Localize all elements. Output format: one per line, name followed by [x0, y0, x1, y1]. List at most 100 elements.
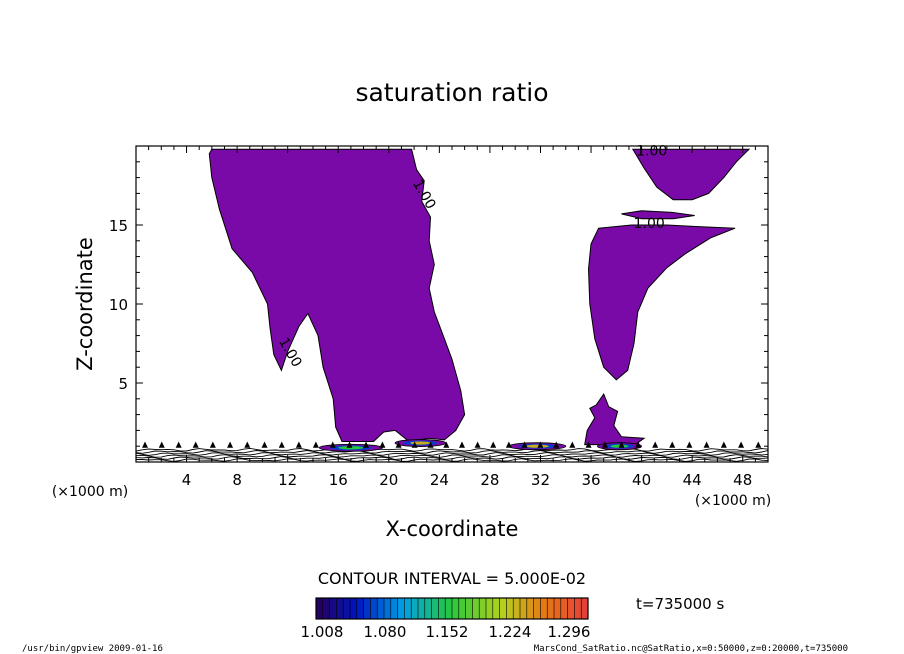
- surface-speck: [738, 441, 745, 448]
- surface-speck: [720, 441, 727, 448]
- surface-speck: [227, 441, 234, 448]
- region-main-plume: [208, 148, 466, 443]
- colorbar-swatch: [350, 598, 358, 619]
- colorbar-swatch: [438, 598, 446, 619]
- colorbar-swatch: [465, 598, 473, 619]
- colorbar-swatch: [567, 598, 575, 619]
- x-tick-label: 12: [278, 471, 297, 489]
- colorbar-swatch: [479, 598, 487, 619]
- x-axis-label: X-coordinate: [386, 517, 519, 541]
- colorbar-swatch: [520, 598, 528, 619]
- chart-title: saturation ratio: [355, 78, 548, 107]
- colorbar-swatch: [316, 598, 324, 619]
- colorbar-swatch: [492, 598, 500, 619]
- surface-speck: [618, 441, 625, 448]
- colorbar-swatch: [452, 598, 460, 619]
- contour-label: 1.00: [636, 143, 667, 159]
- surface-speck: [553, 441, 560, 448]
- region-thin-band: [621, 210, 695, 220]
- colorbar-tick-label: 1.008: [301, 623, 344, 641]
- surface-patch-peak: [410, 441, 431, 445]
- time-label: t=735000 s: [636, 595, 724, 613]
- x-tick-label: 40: [632, 471, 651, 489]
- surface-speck: [585, 441, 592, 448]
- x-tick-label: 24: [430, 471, 449, 489]
- x-tick-label: 44: [683, 471, 702, 489]
- surface-contour-line: [135, 452, 769, 456]
- surface-contour-line: [135, 454, 769, 458]
- surface-speck: [142, 441, 149, 448]
- colorbar-swatch: [547, 598, 555, 619]
- surface-speck: [209, 441, 216, 448]
- x-unit-label-left: (×1000 m): [52, 484, 128, 500]
- surface-speck: [505, 441, 512, 448]
- colorbar-swatch: [581, 598, 589, 619]
- surface-speck: [755, 441, 762, 448]
- surface-speck: [329, 441, 336, 448]
- surface-speck: [652, 441, 659, 448]
- surface-contour-line: [135, 447, 769, 452]
- surface-speck: [175, 441, 182, 448]
- colorbar-swatch: [404, 598, 412, 619]
- surface-speck: [443, 441, 450, 448]
- colorbar-tick-label: 1.296: [548, 623, 591, 641]
- surface-patch-peak: [525, 444, 549, 448]
- surface-speck: [363, 441, 370, 448]
- colorbar-swatch: [560, 598, 568, 619]
- surface-speck: [379, 441, 386, 448]
- surface-contour-line: [135, 450, 769, 454]
- region-top-right-bowl: [631, 148, 751, 201]
- colorbar-swatch: [513, 598, 521, 619]
- x-tick-label: 32: [531, 471, 550, 489]
- surface-speck: [686, 441, 693, 448]
- colorbar: 1.008 1.080 1.152 1.224 1.296: [301, 597, 591, 641]
- colorbar-swatch: [390, 598, 398, 619]
- plot-area: 1.001.001.001.00 4 8 12 16 20 24 28 32 36 40 44 485…: [109, 143, 769, 489]
- region-small-blob: [584, 393, 646, 446]
- colorbar-swatch: [445, 598, 453, 619]
- colorbar-swatch: [329, 598, 337, 619]
- colorbar-swatch: [336, 598, 344, 619]
- surface-speck: [295, 441, 302, 448]
- surface-speck: [395, 441, 402, 448]
- colorbar-tick-label: 1.152: [426, 623, 469, 641]
- y-tick-label: 15: [109, 217, 128, 235]
- colorbar-swatch: [458, 598, 466, 619]
- region-right-cone: [587, 224, 736, 381]
- colorbar-swatch: [533, 598, 541, 619]
- colorbar-swatch: [574, 598, 582, 619]
- x-tick-label: 36: [581, 471, 600, 489]
- surface-speck: [278, 441, 285, 448]
- colorbar-swatch: [411, 598, 419, 619]
- colorbar-swatch: [499, 598, 507, 619]
- colorbar-swatch: [343, 598, 351, 619]
- colorbar-swatch: [322, 598, 330, 619]
- colorbar-frame: [315, 597, 589, 620]
- surface-speck: [244, 441, 251, 448]
- colorbar-swatch: [472, 598, 480, 619]
- colorbar-swatch: [418, 598, 426, 619]
- surface-speck: [490, 441, 497, 448]
- surface-speck: [703, 441, 710, 448]
- colorbar-swatch: [540, 598, 548, 619]
- surface-speck: [635, 441, 642, 448]
- footer-left: /usr/bin/gpview 2009-01-16: [22, 644, 163, 654]
- surface-speck: [346, 441, 353, 448]
- x-unit-label-right: (×1000 m): [695, 493, 771, 509]
- x-tick-label: 20: [379, 471, 398, 489]
- x-tick-label: 4: [182, 471, 192, 489]
- surface-speck: [158, 441, 165, 448]
- colorbar-swatch: [356, 598, 364, 619]
- colorbar-swatch: [554, 598, 562, 619]
- y-tick-label: 5: [118, 375, 128, 393]
- surface-layer: [135, 439, 769, 462]
- colorbar-swatch: [384, 598, 392, 619]
- colorbar-swatch: [363, 598, 371, 619]
- x-tick-label: 16: [329, 471, 348, 489]
- colorbar-swatch: [526, 598, 534, 619]
- surface-speck: [427, 441, 434, 448]
- x-tick-label: 8: [232, 471, 242, 489]
- colorbar-swatch: [486, 598, 494, 619]
- colorbar-swatch: [377, 598, 385, 619]
- surface-speck: [458, 441, 465, 448]
